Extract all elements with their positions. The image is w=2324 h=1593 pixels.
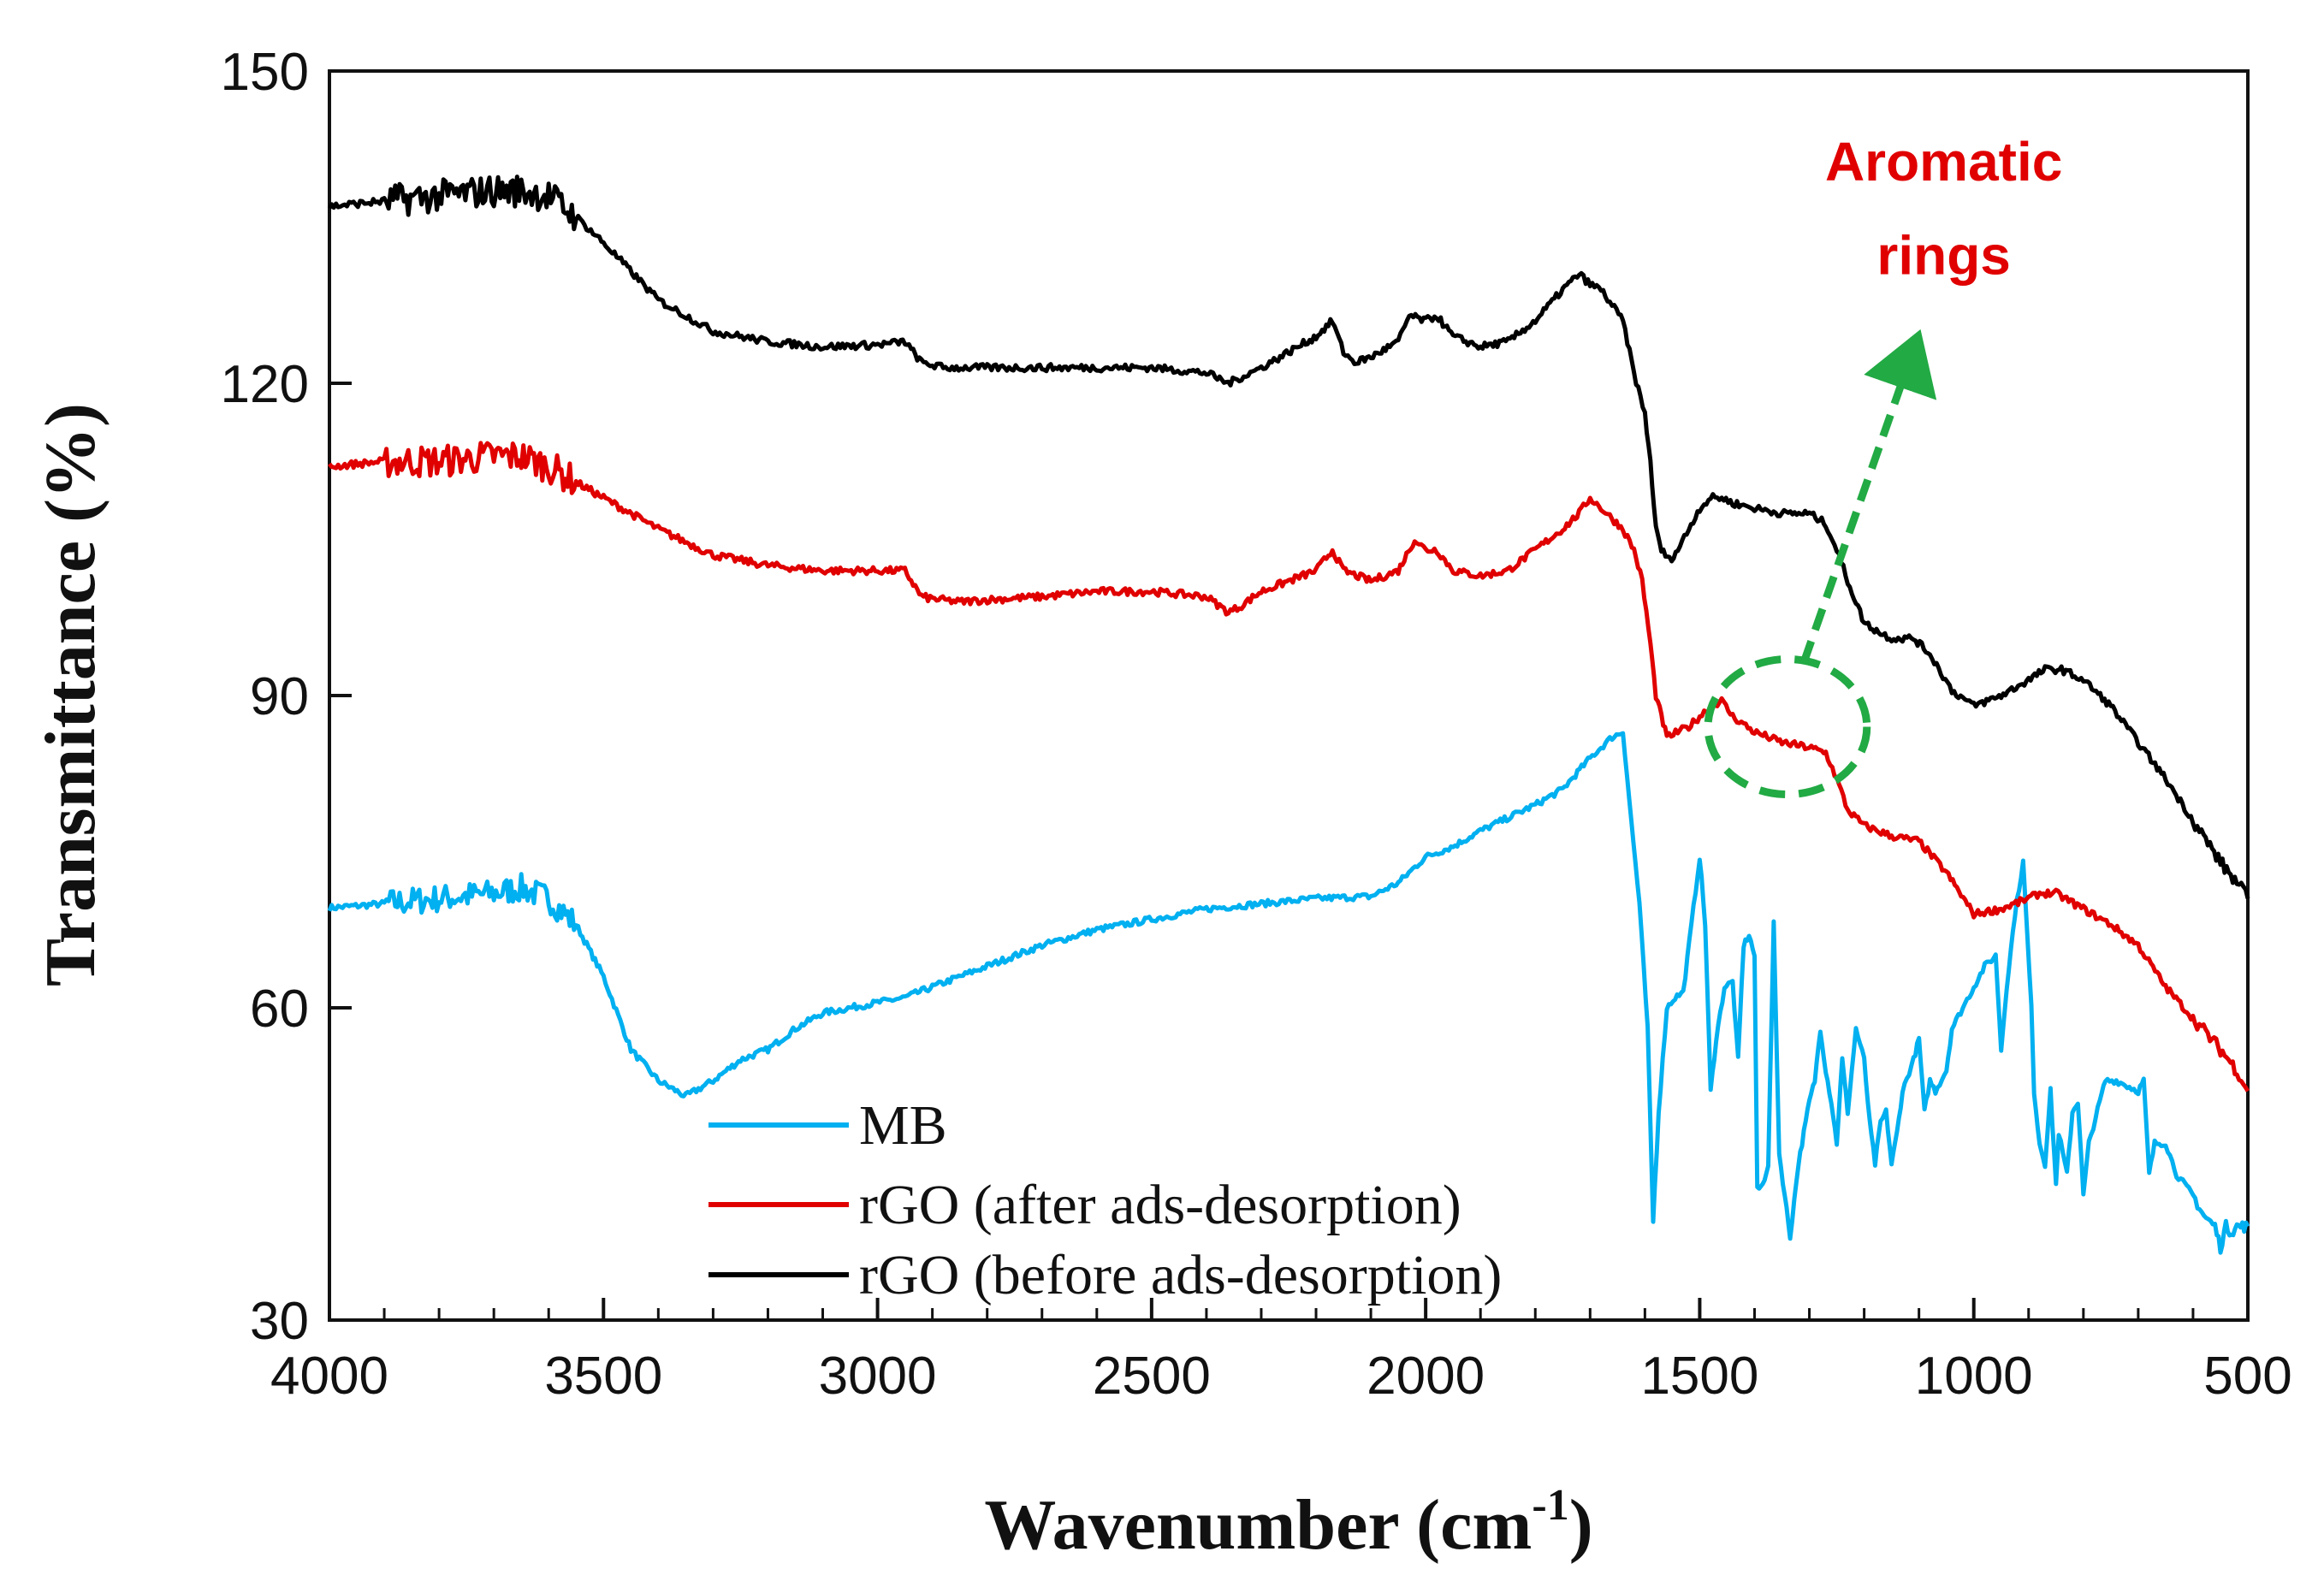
- x-tick-label: 1000: [1915, 1347, 2033, 1406]
- aromatic-ring-highlight-ellipse: [1704, 654, 1871, 799]
- series-layer: [327, 175, 2250, 1255]
- y-tick-label: 60: [250, 980, 309, 1039]
- x-tick-label: 2000: [1367, 1347, 1485, 1406]
- legend-label: rGO (before ads-desorption): [859, 1244, 1502, 1306]
- annotation-layer: Aromatic rings: [1704, 131, 2062, 799]
- y-tick-label: 150: [221, 43, 309, 102]
- y-tick-label: 30: [250, 1292, 309, 1351]
- y-axis-title: Transmittance (%): [31, 403, 110, 986]
- legend-label: rGO (after ads-desorption): [859, 1174, 1461, 1236]
- annotation-label-line1: Aromatic: [1825, 131, 2062, 192]
- series-line-0: [327, 731, 2250, 1255]
- series-line-1: [328, 441, 2250, 1093]
- annotation-label-line2: rings: [1876, 224, 2010, 286]
- x-tick-label: 3500: [544, 1347, 662, 1406]
- x-axis-title-superscript: -1: [1532, 1481, 1568, 1530]
- legend: MB rGO (after ads-desorption) rGO (before …: [708, 1094, 1502, 1306]
- legend-label: MB: [859, 1094, 947, 1157]
- x-tick-label: 4000: [270, 1347, 388, 1406]
- x-tick-label: 2500: [1093, 1347, 1211, 1406]
- series-line-2: [327, 175, 2250, 899]
- aromatic-ring-arrow: [1799, 329, 1937, 664]
- x-tick-label: 1500: [1640, 1347, 1758, 1406]
- x-tick-label: 3000: [819, 1347, 937, 1406]
- y-tick-label: 90: [250, 667, 309, 726]
- y-tick-label: 120: [221, 355, 309, 414]
- x-axis-title: Wavenumber (cm-1): [984, 1481, 1592, 1565]
- x-tick-label: 500: [2203, 1347, 2291, 1406]
- tick-layer: 4000 3500 3000 2500 2000 1500 1000 500 30 60 90 120…: [221, 43, 2292, 1406]
